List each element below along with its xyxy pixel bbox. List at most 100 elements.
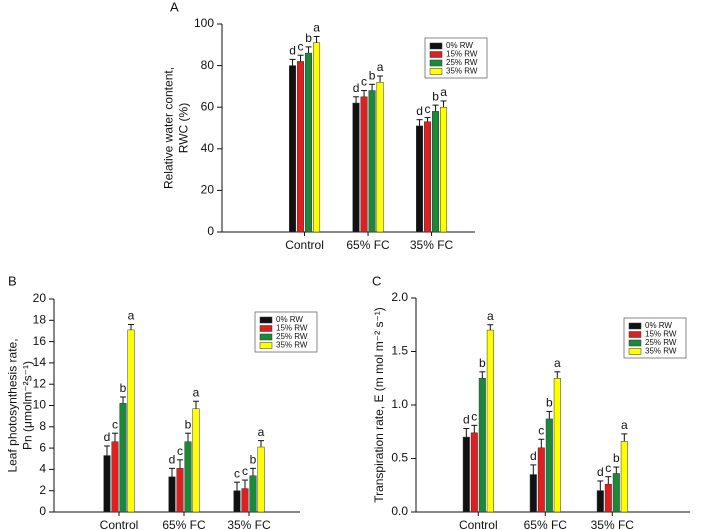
bar <box>545 418 553 513</box>
y-tick-label: 16 <box>33 334 47 348</box>
panel-label: B <box>8 273 17 288</box>
y-tick-label: 8 <box>39 419 46 433</box>
bar <box>192 408 200 513</box>
significance-letter: c <box>234 466 240 480</box>
error-bar <box>104 445 110 456</box>
y-tick-label: 100 <box>194 16 214 30</box>
bar <box>478 378 486 513</box>
legend-label: 15% RW <box>645 330 677 339</box>
error-bar <box>289 58 296 66</box>
bar <box>119 403 127 513</box>
significance-letter: c <box>177 444 183 458</box>
legend-swatch <box>628 339 642 347</box>
significance-letter: d <box>597 465 604 479</box>
significance-letter: b <box>185 417 192 431</box>
legend-label: 25% RW <box>446 58 478 67</box>
significance-letter: c <box>298 39 304 53</box>
legend-label: 15% RW <box>446 50 478 59</box>
error-bar <box>297 54 304 62</box>
y-tick-label: 0.0 <box>391 504 408 518</box>
significance-letter: d <box>416 104 423 118</box>
error-bar <box>305 46 312 54</box>
bar <box>111 441 119 513</box>
bar <box>168 476 176 513</box>
bar <box>297 61 305 233</box>
bar <box>313 42 321 233</box>
y-tick-label: 1.5 <box>391 344 408 358</box>
significance-letter: c <box>361 75 367 89</box>
bar <box>241 488 249 513</box>
legend-swatch <box>429 42 443 50</box>
y-tick-label: 4 <box>39 462 46 476</box>
y-tick-label: 10 <box>33 398 47 412</box>
significance-letter: a <box>621 418 628 432</box>
y-tick-label: 20 <box>33 291 47 305</box>
bar <box>596 490 604 513</box>
error-bar <box>554 371 561 379</box>
y-tick-label: 0.5 <box>391 451 408 465</box>
error-bar <box>424 117 431 122</box>
error-bar <box>361 90 368 97</box>
legend-label: 0% RW <box>645 321 672 330</box>
legend-swatch <box>628 322 642 330</box>
legend-label: 35% RW <box>276 341 308 350</box>
significance-letter: d <box>353 81 360 95</box>
error-bar <box>479 371 486 379</box>
error-bar <box>242 479 248 489</box>
bar <box>360 96 368 233</box>
bar <box>289 65 297 233</box>
significance-letter: d <box>104 430 111 444</box>
x-tick-label: 35% FC <box>591 518 635 530</box>
significance-letter: d <box>289 44 296 58</box>
bar <box>103 455 111 513</box>
legend-label: 25% RW <box>276 332 308 341</box>
y-tick-label: 60 <box>201 99 215 113</box>
error-bar <box>258 440 264 448</box>
significance-letter: c <box>425 102 431 116</box>
x-tick-label: Control <box>285 238 324 252</box>
error-bar <box>112 432 118 442</box>
significance-letter: c <box>605 461 611 475</box>
bar <box>529 474 537 513</box>
significance-letter: a <box>440 85 447 99</box>
x-tick-label: 65% FC <box>346 238 390 252</box>
legend-swatch <box>429 59 443 67</box>
significance-letter: c <box>538 423 544 437</box>
legend-swatch <box>628 348 642 355</box>
error-bar <box>605 476 612 485</box>
error-bar <box>463 428 470 438</box>
legend-swatch <box>259 333 273 341</box>
bar <box>233 490 241 513</box>
bar <box>612 473 620 513</box>
legend-swatch <box>429 51 443 58</box>
bar <box>470 432 478 513</box>
bar <box>376 81 384 233</box>
significance-letter: d <box>530 449 537 463</box>
bar <box>424 121 432 233</box>
bar <box>368 90 376 233</box>
y-tick-label: 20 <box>201 183 215 197</box>
significance-letter: b <box>546 396 553 410</box>
legend-swatch <box>259 342 273 349</box>
error-bar <box>128 324 134 330</box>
significance-letter: a <box>258 425 265 439</box>
significance-letter: d <box>169 453 176 467</box>
bar <box>432 111 440 233</box>
legend-swatch <box>259 316 273 324</box>
error-bar <box>432 104 439 112</box>
error-bar <box>185 432 191 442</box>
error-bar <box>169 467 175 477</box>
y-tick-label: 2 <box>39 483 46 497</box>
y-tick-label: 0 <box>39 504 46 518</box>
y-tick-label: 2.0 <box>391 290 408 304</box>
error-bar <box>597 480 604 491</box>
y-axis-label: Leaf photosynthesis rate, <box>6 338 20 472</box>
bar <box>462 436 470 513</box>
y-tick-label: 18 <box>33 312 47 326</box>
y-tick-label: 80 <box>201 58 215 72</box>
significance-letter: a <box>313 21 320 35</box>
significance-letter: b <box>369 68 376 82</box>
significance-letter: a <box>193 385 200 399</box>
error-bar <box>440 100 447 108</box>
